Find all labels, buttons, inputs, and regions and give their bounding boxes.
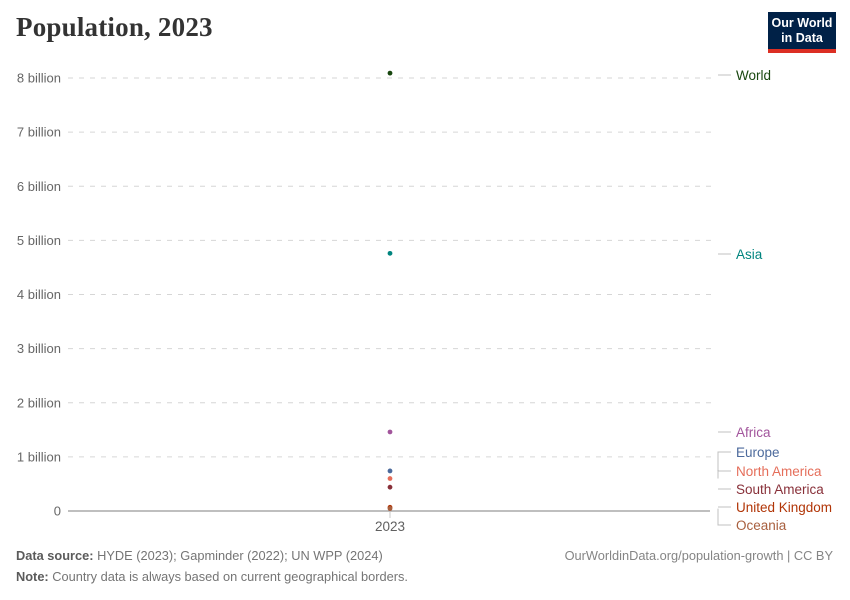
leader-line <box>717 508 731 526</box>
footer-source-note: Data source: HYDE (2023); Gapminder (202… <box>16 545 408 587</box>
data-source-text: HYDE (2023); Gapminder (2022); UN WPP (2… <box>93 548 383 563</box>
owid-logo-line1: Our World <box>771 15 833 30</box>
data-point-europe[interactable] <box>387 468 393 474</box>
data-point-oceania[interactable] <box>387 506 393 511</box>
data-point-world[interactable] <box>387 70 393 76</box>
entity-label-oceania[interactable]: Oceania <box>736 518 787 533</box>
owid-logo[interactable]: Our World in Data <box>768 12 836 53</box>
entity-label-asia[interactable]: Asia <box>736 247 763 262</box>
y-tick-label: 4 billion <box>17 287 61 302</box>
y-tick-label: 0 <box>54 504 61 519</box>
y-tick-label: 1 billion <box>17 449 61 464</box>
data-point-africa[interactable] <box>387 429 393 435</box>
entity-label-world[interactable]: World <box>736 68 771 83</box>
data-point-south-america[interactable] <box>387 484 393 490</box>
data-source-line: Data source: HYDE (2023); Gapminder (202… <box>16 545 408 566</box>
citation-link[interactable]: OurWorldinData.org/population-growth | C… <box>564 548 833 563</box>
entity-label-united-kingdom[interactable]: United Kingdom <box>736 500 832 515</box>
y-tick-label: 7 billion <box>17 125 61 140</box>
data-source-label: Data source: <box>16 548 94 563</box>
x-tick-label: 2023 <box>375 519 405 534</box>
data-point-north-america[interactable] <box>387 476 393 481</box>
data-point-asia[interactable] <box>387 250 393 256</box>
y-tick-label: 3 billion <box>17 341 61 356</box>
note-text: Country data is always based on current … <box>48 569 408 584</box>
leader-line <box>717 470 731 479</box>
owid-logo-line2: in Data <box>781 30 823 45</box>
note-label: Note: <box>16 569 49 584</box>
entity-label-south-america[interactable]: South America <box>736 482 824 497</box>
entity-label-africa[interactable]: Africa <box>736 425 771 440</box>
y-tick-label: 5 billion <box>17 233 61 248</box>
note-line: Note: Country data is always based on cu… <box>16 566 408 587</box>
entity-label-north-america[interactable]: North America <box>736 464 822 479</box>
leader-line <box>717 451 731 471</box>
y-tick-label: 8 billion <box>17 71 61 86</box>
entity-label-europe[interactable]: Europe <box>736 445 780 460</box>
page-title: Population, 2023 <box>16 12 213 42</box>
y-tick-label: 2 billion <box>17 395 61 410</box>
y-tick-label: 6 billion <box>17 179 61 194</box>
